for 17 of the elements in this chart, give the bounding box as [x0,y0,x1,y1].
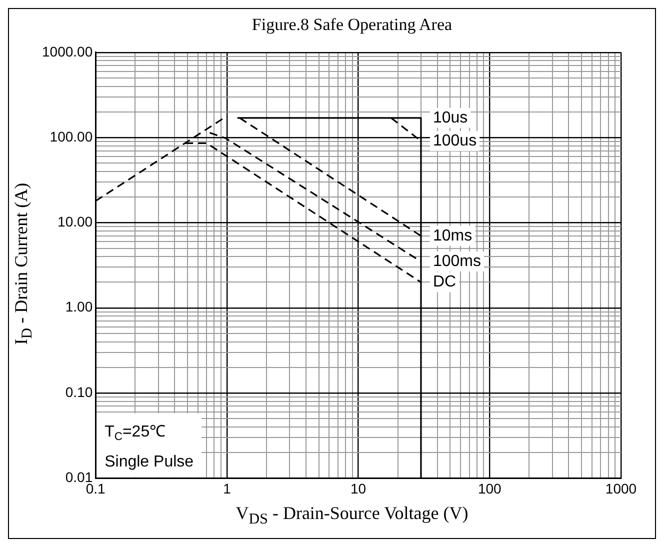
x-axis-title: V$_{DS}$ - Drain-Source Voltage (V) [234,503,470,529]
annotation: Single Pulse [104,454,194,471]
x-tick-label: 1000 [605,480,637,496]
x-tick-label: 100 [478,480,502,496]
x-tick-label: 10 [350,480,366,496]
y-tick-label: 0.10 [65,384,93,400]
series-label: 100ms [432,252,482,270]
y-tick-label: 1000.00 [42,43,93,60]
x-tick-label: 1 [223,480,232,496]
y-tick-label: 100.00 [50,128,93,144]
series-label: DC [432,274,456,291]
series-label: 10us [432,109,468,126]
series-label: 100us [432,132,477,150]
y-tick-label: 10.00 [58,214,93,230]
y-tick-label: 1.00 [65,298,93,315]
series-label: 10ms [432,227,472,244]
chart-title: Figure.8 Safe Operating Area [250,15,454,35]
